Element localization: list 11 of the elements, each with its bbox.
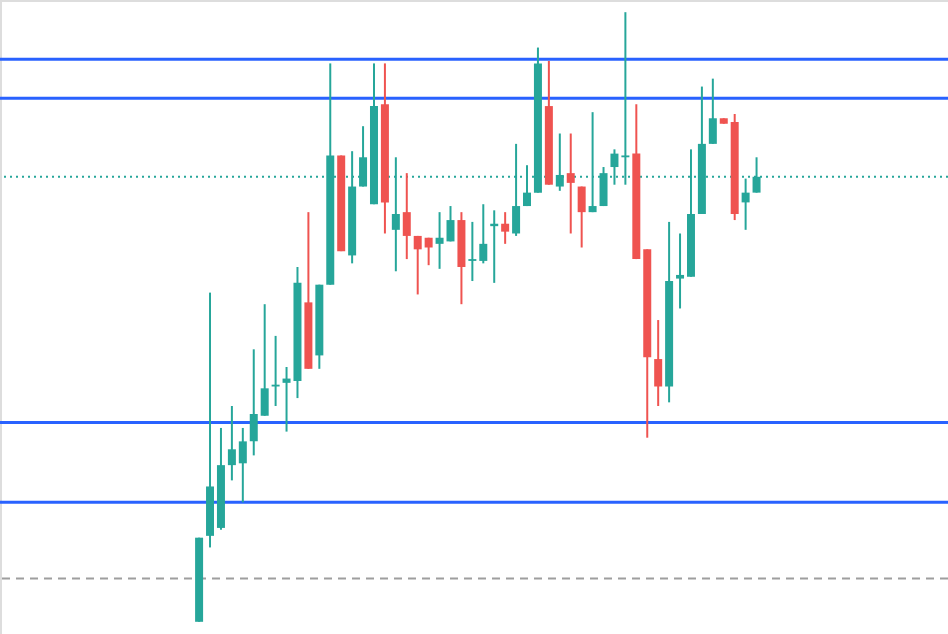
candlestick (555, 132, 564, 192)
candlestick (708, 77, 717, 145)
candlestick (577, 185, 586, 249)
candlestick (654, 319, 663, 407)
candlestick (588, 111, 597, 214)
candlestick (402, 172, 411, 261)
candlestick (501, 211, 510, 245)
candlestick (741, 177, 750, 231)
candlestick (457, 211, 466, 306)
candlestick (523, 164, 532, 208)
candlestick (566, 132, 575, 235)
